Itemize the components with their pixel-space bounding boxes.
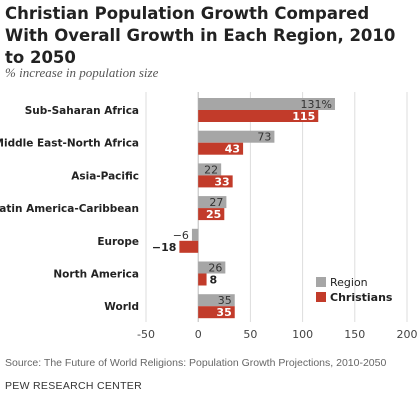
bar-region (191, 228, 199, 241)
bar-christians (198, 208, 225, 221)
x-tick-label: 0 (195, 328, 202, 341)
x-tick-label: 150 (344, 328, 365, 341)
organization-name: PEW RESEARCH CENTER (5, 380, 142, 392)
bar-region (198, 294, 235, 307)
category-label: North America (53, 269, 139, 281)
data-label-region: 22 (204, 163, 218, 176)
x-tick-label: -50 (137, 328, 155, 341)
x-tick-label: 50 (243, 328, 257, 341)
bar-chart: -50 0 50 100 150 200 Sub-Saharan Africa 131%115… (0, 92, 418, 341)
category-label: Middle East-North Africa (0, 138, 139, 150)
bar-region (198, 130, 275, 143)
data-label-christians: 35 (216, 306, 231, 319)
data-label-region: 73 (257, 131, 271, 144)
data-label-region: 35 (218, 294, 232, 307)
legend-swatch-region (316, 277, 326, 287)
data-label-region: 27 (209, 196, 223, 209)
legend-swatch-christians (316, 292, 326, 302)
chart-title: Christian Population Growth Compared Wit… (5, 4, 396, 67)
category-label: Sub-Saharan Africa (25, 105, 139, 117)
bar-christians (198, 306, 235, 319)
category-label: Latin America-Caribbean (0, 203, 139, 215)
data-label-region: −6 (173, 229, 189, 242)
bar-christians (198, 175, 233, 188)
legend-label-christians: Christians (330, 291, 393, 304)
data-label-christians: 33 (214, 175, 229, 188)
category-label: Asia-Pacific (71, 170, 139, 182)
data-label-christians: 115 (292, 110, 315, 123)
data-label-christians: −18 (152, 241, 177, 254)
bar-region (198, 98, 335, 110)
chart-subtitle: % increase in population size (5, 65, 159, 80)
data-label-christians: 25 (206, 208, 221, 221)
category-label: Europe (97, 236, 139, 248)
bar-region (198, 196, 227, 209)
data-label-region: 131% (301, 98, 332, 111)
bar-christians (198, 273, 207, 286)
data-label-christians: 43 (225, 143, 240, 156)
bar-christians (198, 142, 244, 155)
bar-christians (198, 110, 319, 122)
x-tick-label: 200 (397, 328, 418, 341)
bar-region (198, 163, 222, 176)
bar-christians (179, 240, 199, 253)
x-tick-label: 100 (292, 328, 313, 341)
category-label: World (104, 301, 139, 313)
data-label-christians: 8 (210, 274, 218, 287)
legend-label-region: Region (330, 276, 368, 289)
bar-region (198, 261, 226, 274)
data-label-region: 26 (208, 262, 222, 275)
source-note: Source: The Future of World Religions: P… (5, 357, 387, 369)
